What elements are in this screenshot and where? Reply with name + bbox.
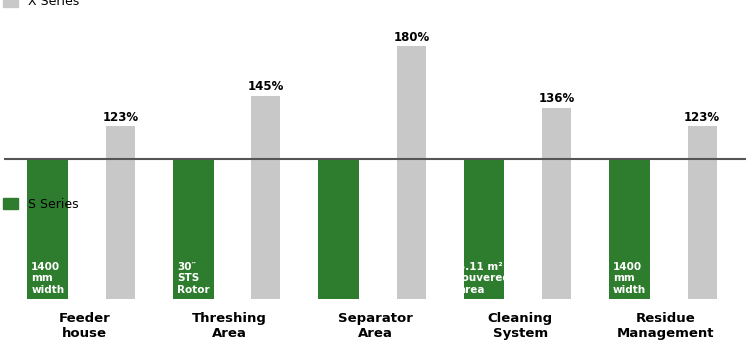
Text: 1400
mm
width: 1400 mm width — [613, 262, 646, 295]
Text: 5.11 m²
louvered
area: 5.11 m² louvered area — [458, 262, 510, 295]
Bar — [397, 46, 426, 299]
Text: 145%: 145% — [248, 80, 284, 93]
Bar — [464, 159, 505, 299]
Bar — [609, 159, 650, 299]
Bar — [688, 126, 717, 299]
Legend: S Series: S Series — [3, 198, 79, 211]
Bar — [28, 159, 68, 299]
Text: 123%: 123% — [103, 111, 139, 123]
Bar — [318, 159, 359, 299]
Bar — [172, 159, 214, 299]
Bar — [251, 96, 280, 299]
Text: 30″
STS
Rotor: 30″ STS Rotor — [177, 262, 209, 295]
Text: 1400
mm
width: 1400 mm width — [32, 262, 64, 295]
Bar — [542, 108, 572, 299]
Text: 123%: 123% — [684, 111, 720, 123]
Bar — [106, 126, 135, 299]
Text: 136%: 136% — [538, 92, 575, 105]
Text: 180%: 180% — [393, 31, 430, 43]
